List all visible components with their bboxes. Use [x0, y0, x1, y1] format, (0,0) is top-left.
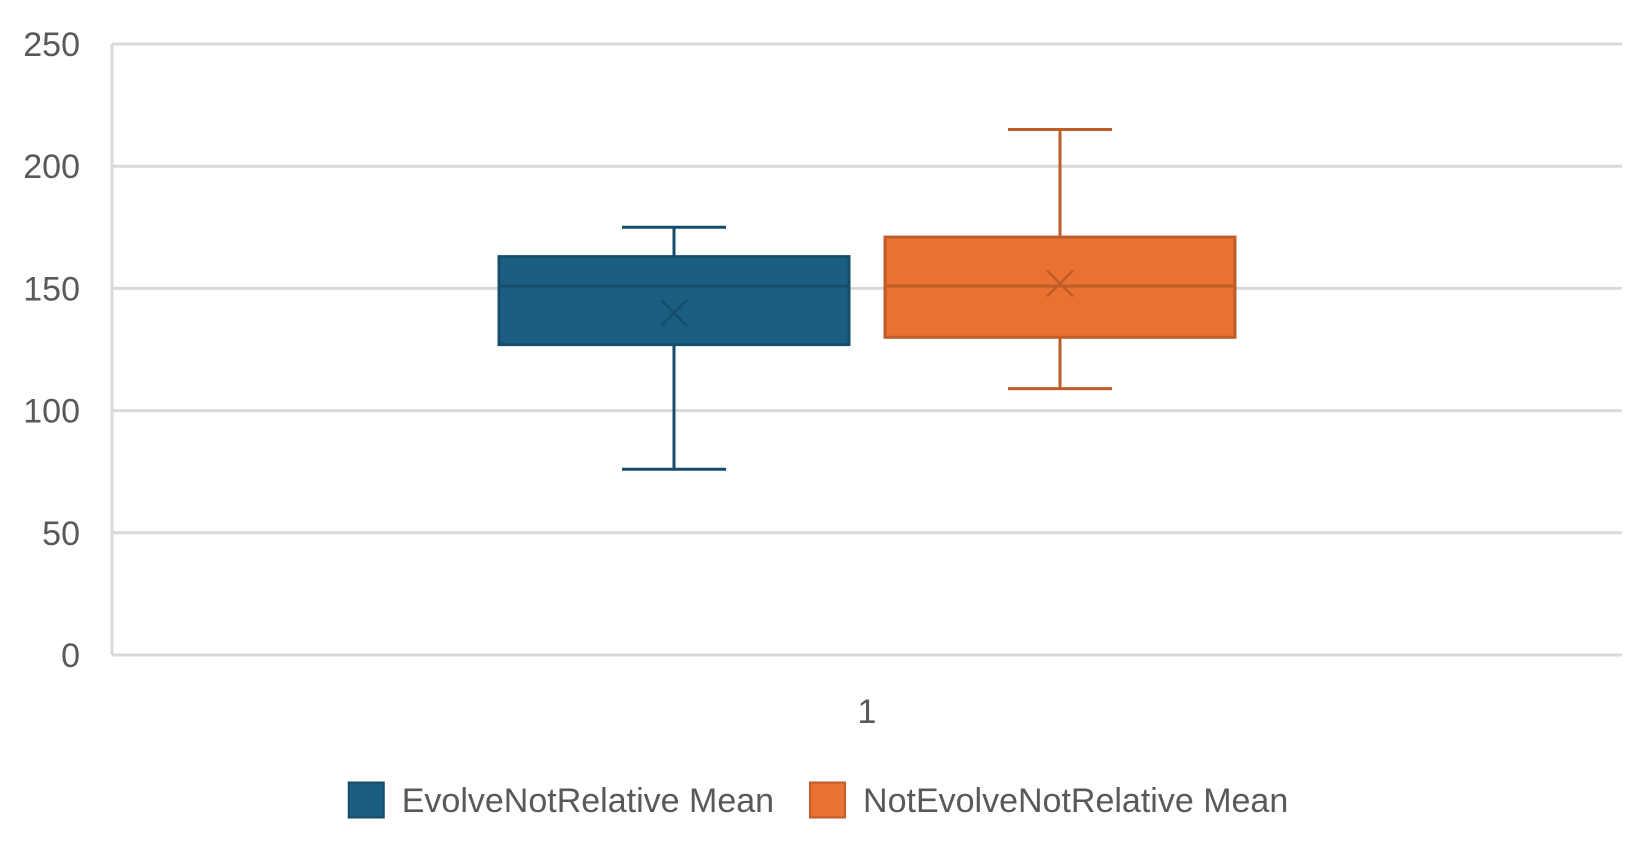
legend-label: NotEvolveNotRelative Mean: [863, 782, 1288, 820]
x-tick-label: 1: [858, 693, 877, 731]
y-tick-label: 50: [42, 515, 80, 553]
x-axis-ticks: 1: [858, 693, 877, 731]
iqr-box: [497, 255, 851, 347]
box-2: [883, 128, 1237, 391]
legend-swatch: [809, 781, 847, 819]
box-1: [497, 225, 851, 471]
legend: EvolveNotRelative Mean NotEvolveNotRelati…: [347, 781, 1288, 820]
gridlines: [110, 42, 1622, 657]
legend-swatch: [347, 781, 385, 819]
legend-item: NotEvolveNotRelative Mean: [809, 781, 1288, 820]
mean-marker: [1046, 269, 1074, 298]
legend-item: EvolveNotRelative Mean: [347, 781, 774, 820]
y-tick-label: 250: [23, 26, 80, 64]
legend-label: EvolveNotRelative Mean: [402, 782, 774, 820]
y-tick-label: 200: [23, 148, 80, 186]
y-tick-label: 150: [23, 270, 80, 308]
y-tick-label: 100: [23, 393, 80, 431]
y-tick-label: 0: [61, 637, 80, 675]
box-series: [497, 128, 1237, 471]
mean-marker: [660, 298, 688, 327]
y-axis-ticks: 0 50 100 150 200 250: [23, 26, 80, 675]
